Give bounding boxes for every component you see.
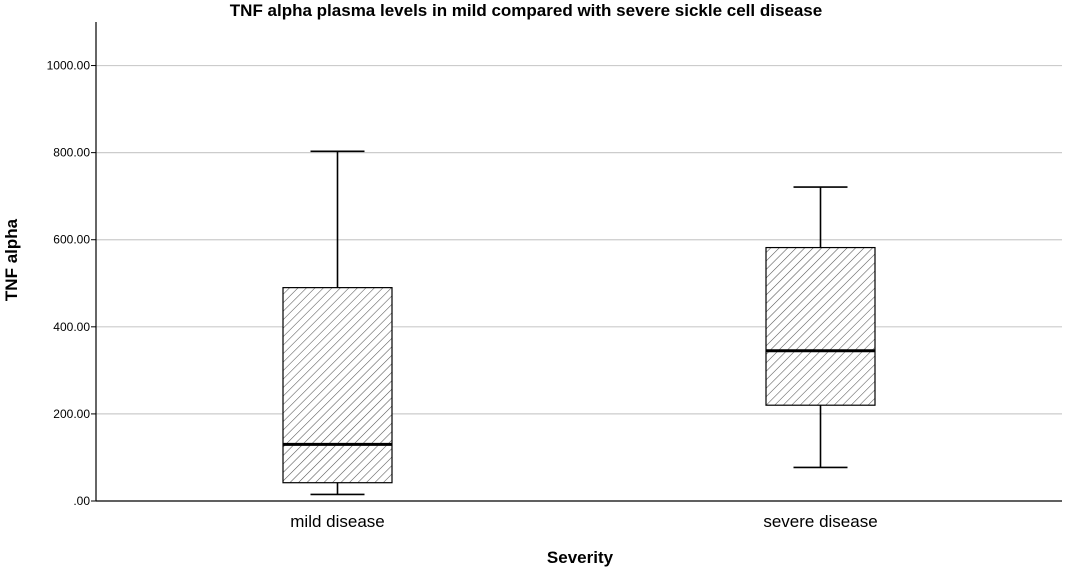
chart-title: TNF alpha plasma levels in mild compared… [230, 1, 822, 20]
y-tick-label: 600.00 [53, 233, 90, 247]
axes [95, 22, 1062, 502]
y-tick-label: 200.00 [53, 407, 90, 421]
x-tick-label-mild: mild disease [290, 512, 385, 531]
y-tick-label: 400.00 [53, 320, 90, 334]
y-axis-label: TNF alpha [2, 218, 21, 301]
boxes [282, 150, 876, 496]
x-axis-label: Severity [547, 548, 614, 567]
y-tick-label: 800.00 [53, 146, 90, 160]
x-tick-label-severe: severe disease [763, 512, 877, 531]
box-severe [765, 246, 876, 406]
gridlines [96, 64, 1062, 415]
y-tick-labels: .00 200.00 400.00 600.00 800.00 1000.00 [47, 59, 96, 508]
y-tick-label: 1000.00 [47, 59, 91, 73]
box-mild [282, 287, 393, 484]
y-tick-label: .00 [73, 494, 90, 508]
